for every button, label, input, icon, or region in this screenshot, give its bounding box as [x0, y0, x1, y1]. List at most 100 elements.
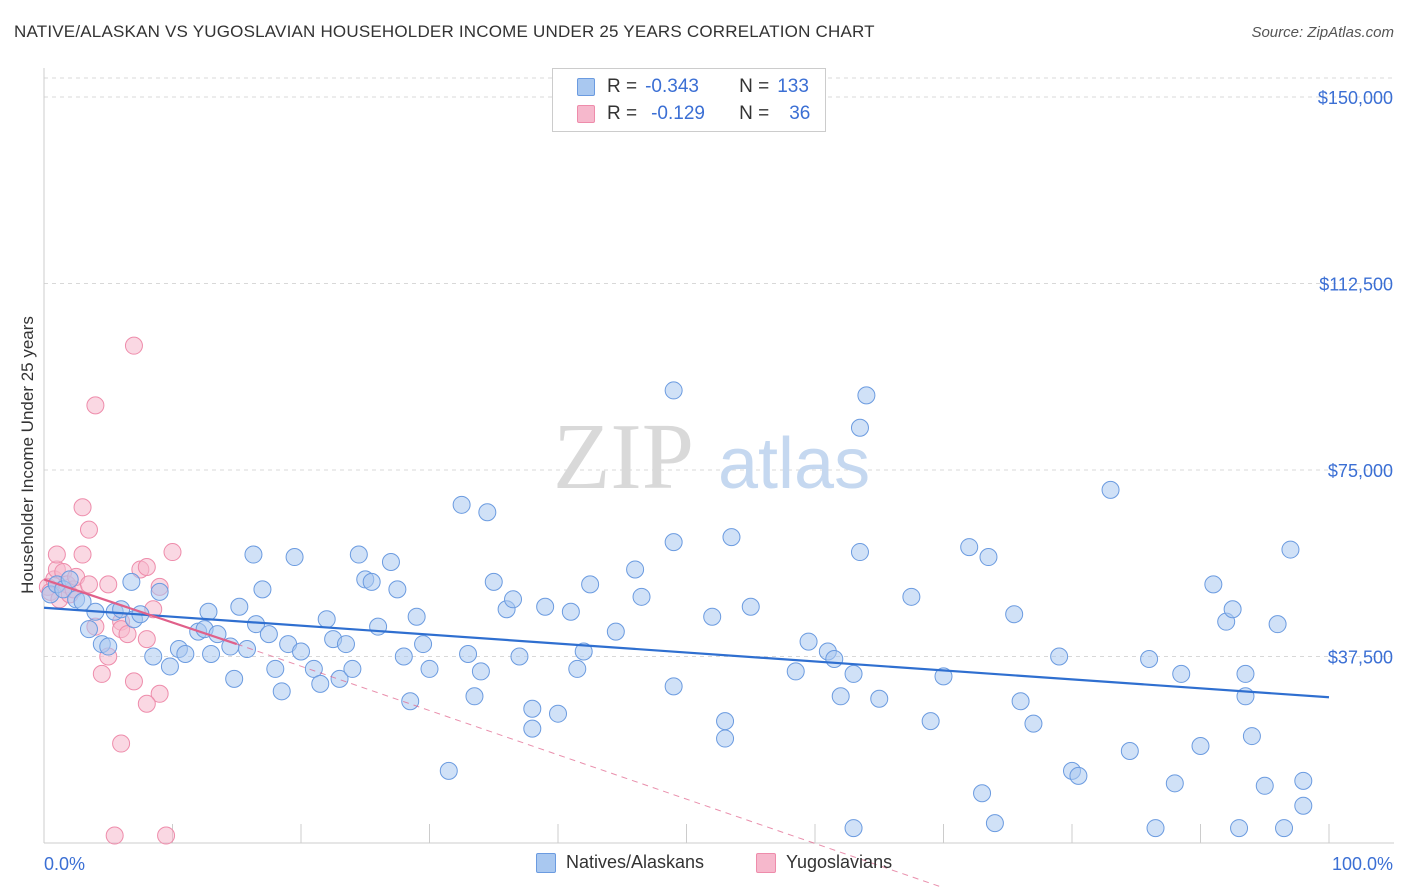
data-point [722, 528, 741, 547]
grid-layer [44, 77, 1394, 657]
data-point [934, 667, 953, 686]
data-point [831, 687, 850, 706]
yugoslavians-trend-line [43, 578, 238, 646]
axes-layer [43, 68, 1394, 844]
x-tick-label: 0.0% [44, 854, 85, 874]
data-point [160, 657, 179, 676]
data-point [626, 560, 645, 579]
data-point [568, 659, 587, 678]
data-point [452, 495, 471, 514]
data-point [163, 543, 182, 562]
data-point [285, 548, 304, 567]
data-point [292, 642, 310, 661]
natives-legend-label: Natives/Alaskans [566, 852, 705, 872]
data-point [1146, 819, 1165, 838]
data-point [510, 647, 529, 666]
data-point [870, 689, 889, 708]
data-point [79, 575, 98, 594]
data-point [902, 587, 921, 606]
bottom-legend-yugoslavians[interactable]: Yugoslavians [756, 852, 892, 873]
data-point [1281, 540, 1300, 559]
data-point [478, 503, 497, 522]
data-point [73, 498, 92, 517]
yugoslavians-trend-extension [236, 643, 944, 889]
data-point [1255, 776, 1274, 795]
data-point [47, 545, 66, 564]
x-tick-label: 100.0% [1332, 854, 1393, 874]
data-point [259, 625, 278, 644]
data-point [199, 602, 218, 621]
data-point [304, 659, 323, 678]
data-point [632, 587, 651, 606]
chart-title: NATIVE/ALASKAN VS YUGOSLAVIAN HOUSEHOLDE… [14, 22, 875, 41]
natives-swatch [577, 78, 595, 96]
data-point [369, 617, 388, 636]
data-point [1204, 575, 1223, 594]
data-point [362, 572, 381, 591]
data-point [979, 548, 998, 567]
data-point [150, 684, 169, 703]
data-point [79, 620, 98, 639]
data-point [574, 642, 593, 661]
data-point [850, 418, 869, 437]
data-point [388, 580, 407, 599]
data-point [124, 672, 143, 691]
data-point [1011, 692, 1030, 711]
watermark: ZIP atlas [553, 405, 870, 509]
data-point [504, 590, 523, 609]
natives-trend-line [43, 606, 1330, 699]
data-point [716, 729, 735, 748]
data-point [157, 826, 176, 845]
data-point [536, 597, 555, 616]
data-point [459, 645, 478, 664]
data-point [176, 645, 195, 664]
natives-legend-swatch [536, 852, 556, 873]
data-point [1242, 727, 1261, 746]
legend-n-label: N = [739, 76, 770, 97]
data-point [1140, 649, 1159, 668]
data-point [523, 699, 542, 718]
legend-r-label: R = [607, 76, 638, 97]
data-point [349, 545, 368, 564]
data-point [523, 719, 542, 738]
legend-r-value: -0.343 [645, 76, 699, 97]
data-point [1268, 615, 1287, 634]
data-point [137, 557, 156, 576]
correlation-legend: R = -0.343 N = 133 R = -0.129 N = 36 [552, 68, 826, 132]
data-point [857, 386, 876, 405]
data-point [664, 381, 683, 400]
data-point [230, 597, 249, 616]
data-point [244, 545, 263, 564]
data-point [799, 632, 818, 651]
data-point [124, 336, 143, 355]
data-point [407, 607, 426, 626]
data-point [381, 553, 400, 572]
yugoslavians-legend-swatch [756, 852, 776, 873]
data-point [1050, 647, 1069, 666]
data-point [112, 734, 131, 753]
data-point [253, 580, 272, 599]
legend-r-value: -0.129 [651, 103, 705, 124]
bottom-legend-natives[interactable]: Natives/Alaskans [536, 852, 704, 873]
data-point [266, 659, 285, 678]
legend-row-natives: R = -0.343 N = 133 [577, 75, 809, 99]
data-point [79, 520, 98, 539]
data-point [703, 607, 722, 626]
data-point [137, 630, 156, 649]
data-point [122, 572, 141, 591]
data-point [92, 664, 111, 683]
data-point [439, 761, 458, 780]
data-point [606, 622, 625, 641]
source-label: Source: ZipAtlas.com [1251, 24, 1394, 41]
y-tick-label: $75,000 [1328, 461, 1393, 481]
natives-points [41, 381, 1313, 838]
data-point [786, 662, 805, 681]
y-tick-label: $37,500 [1328, 648, 1393, 668]
data-point [202, 645, 221, 664]
legend-r-label: R = [607, 103, 638, 124]
data-point [484, 572, 503, 591]
data-point [973, 784, 992, 803]
data-point [921, 712, 940, 731]
data-point [985, 814, 1004, 833]
